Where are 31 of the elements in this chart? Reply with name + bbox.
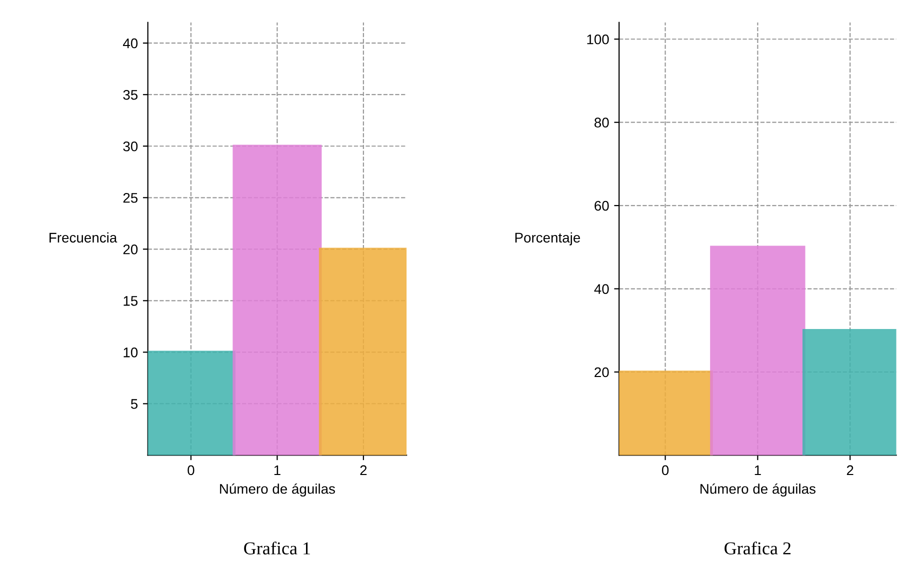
y-tick-label: 100 <box>587 34 609 44</box>
x-tick-label: 2 <box>360 465 367 476</box>
bar <box>318 248 407 456</box>
bar <box>232 144 322 456</box>
y-tick-label: 15 <box>124 296 138 306</box>
bar <box>710 246 806 456</box>
y-tick-label: 25 <box>123 192 138 203</box>
y-tick-label: 80 <box>594 118 609 128</box>
bar <box>148 350 236 456</box>
y-tick-label: 20 <box>123 244 138 254</box>
text: Grafica 2 <box>724 542 791 554</box>
y-tick-label: 20 <box>594 367 609 378</box>
y-axis-title: Frecuencia <box>50 232 118 243</box>
y-tick-label: 60 <box>594 200 609 211</box>
x-tick-label: 2 <box>846 465 854 476</box>
y-tick-label: 5 <box>130 399 138 409</box>
x-axis-title: Número de águilas <box>220 483 335 497</box>
y-axis-title: Porcentaje <box>515 232 580 246</box>
y-tick-label: 30 <box>123 141 138 152</box>
x-tick-label: 0 <box>188 465 194 476</box>
x-axis-title: Número de águilas <box>700 483 816 497</box>
x-tick-label: 1 <box>754 465 761 476</box>
y-tick-label: 10 <box>124 348 138 358</box>
y-tick-label: 40 <box>122 38 138 48</box>
x-tick-label: 1 <box>274 465 280 476</box>
bar <box>802 329 896 456</box>
text: Grafica 1 <box>244 542 310 554</box>
bar <box>619 370 713 456</box>
y-tick-label: 35 <box>123 90 138 100</box>
x-tick-label: 0 <box>662 465 669 476</box>
y-tick-label: 40 <box>594 284 609 294</box>
